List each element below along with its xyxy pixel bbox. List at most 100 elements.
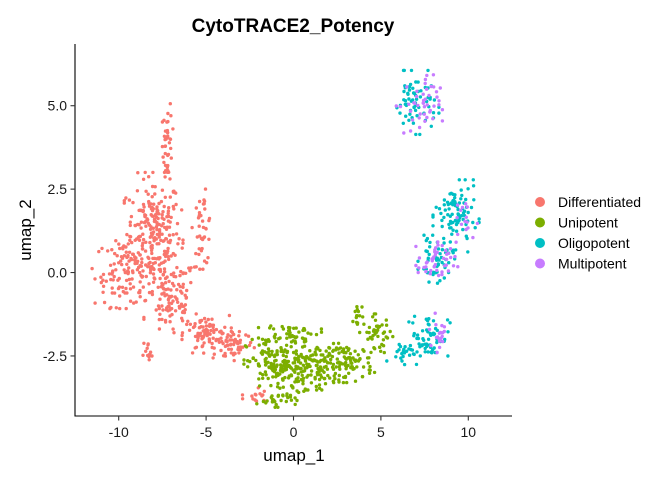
data-point [246, 334, 251, 338]
data-point [401, 68, 406, 73]
data-point [453, 196, 457, 200]
data-point [207, 216, 212, 221]
data-point [302, 340, 307, 344]
data-point [464, 197, 468, 202]
data-point [437, 337, 441, 341]
data-point [317, 377, 322, 382]
data-point [442, 215, 446, 220]
data-point [150, 184, 155, 189]
data-point [274, 402, 278, 407]
data-point [411, 121, 416, 125]
data-point [211, 336, 215, 340]
data-point [279, 366, 283, 370]
data-point [110, 286, 114, 290]
data-point [122, 254, 127, 258]
data-point [261, 373, 265, 377]
data-point [458, 208, 463, 212]
data-point [418, 345, 422, 349]
data-point [429, 124, 433, 128]
data-point [422, 112, 426, 116]
legend-swatch [535, 238, 545, 248]
data-point [380, 342, 384, 347]
data-point [327, 351, 331, 356]
data-points [90, 68, 481, 409]
data-point [414, 94, 419, 99]
data-point [431, 213, 435, 217]
data-point [303, 387, 307, 391]
data-point [156, 256, 160, 260]
data-point [429, 350, 433, 354]
data-point [442, 198, 447, 202]
data-point [235, 339, 239, 344]
data-point [358, 330, 362, 335]
data-point [121, 247, 125, 251]
data-point [302, 344, 307, 348]
data-point [257, 377, 261, 381]
data-point [144, 240, 148, 244]
data-point [466, 226, 470, 230]
data-point [345, 380, 349, 385]
data-point [356, 353, 360, 357]
data-point [415, 333, 420, 337]
data-point [295, 389, 299, 393]
data-point [423, 350, 427, 354]
data-point [454, 229, 459, 233]
data-point [210, 317, 214, 321]
data-point [97, 249, 101, 254]
data-point [329, 357, 333, 362]
data-point [229, 342, 233, 346]
data-point [255, 402, 259, 406]
data-point [462, 209, 467, 213]
data-point [158, 232, 162, 236]
data-point [406, 92, 410, 97]
data-point [170, 312, 174, 317]
data-point [157, 228, 162, 232]
data-point [449, 221, 453, 225]
data-point [198, 267, 202, 271]
data-point [379, 349, 383, 353]
data-point [414, 244, 418, 249]
data-point [317, 386, 322, 390]
data-point [431, 111, 436, 115]
data-point [322, 359, 326, 363]
data-point [348, 356, 352, 360]
series-differentiated [90, 102, 266, 403]
data-point [109, 305, 113, 310]
data-point [279, 349, 283, 354]
data-point [394, 104, 398, 108]
data-point [423, 81, 427, 86]
data-point [171, 189, 175, 194]
data-point [200, 334, 204, 339]
data-point [408, 343, 413, 348]
data-point [229, 338, 234, 342]
data-point [417, 256, 422, 260]
data-point [227, 347, 231, 351]
data-point [138, 208, 142, 212]
data-point [409, 68, 414, 73]
data-point [149, 202, 153, 206]
data-point [446, 354, 450, 358]
data-point [432, 98, 437, 102]
data-point [181, 241, 185, 245]
data-point [163, 259, 167, 263]
data-point [431, 117, 435, 121]
data-point [282, 363, 286, 368]
x-axis-ticks: -10 -5 0 5 10 [109, 416, 476, 440]
data-point [367, 356, 371, 360]
data-point [300, 373, 304, 377]
data-point [408, 112, 412, 116]
data-point [455, 216, 459, 220]
data-point [432, 85, 436, 89]
data-point [285, 332, 289, 336]
data-point [168, 220, 172, 224]
data-point [442, 276, 446, 280]
data-point [168, 195, 172, 199]
data-point [443, 264, 447, 268]
data-point [452, 199, 456, 203]
data-point [180, 304, 184, 308]
data-point [291, 350, 296, 355]
data-point [309, 332, 313, 336]
data-point [314, 353, 318, 357]
data-point [197, 334, 201, 338]
data-point [271, 375, 275, 379]
